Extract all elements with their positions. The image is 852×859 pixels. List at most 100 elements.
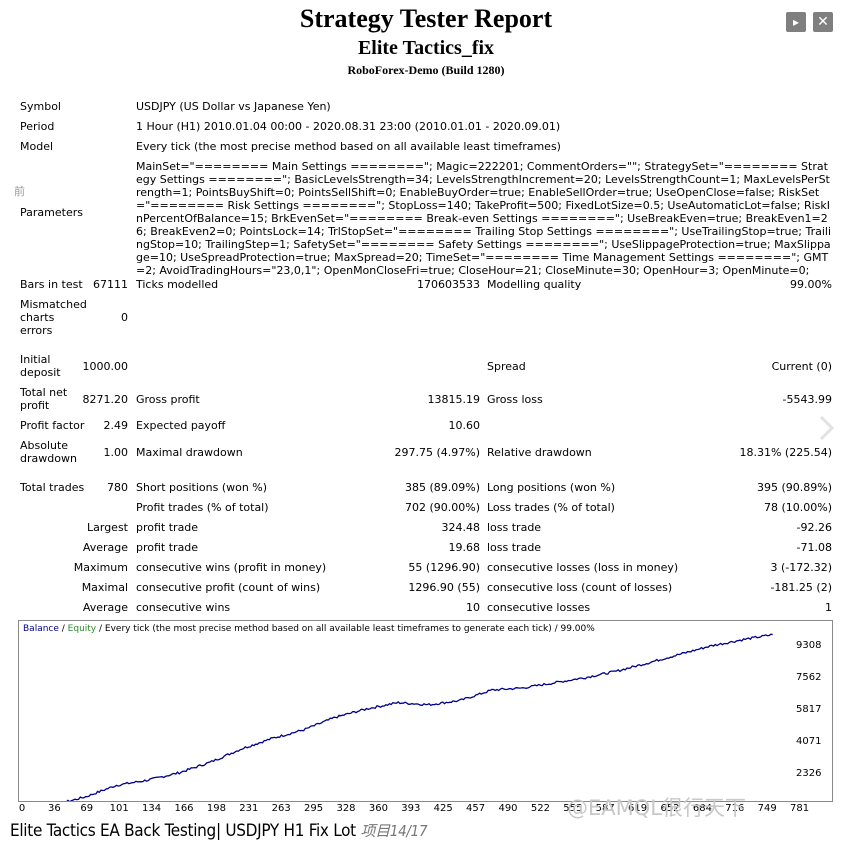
abs-dd-label-2: drawdown: [20, 452, 77, 465]
x-tick-label: 652: [660, 803, 680, 814]
x-tick-label: 69: [80, 803, 94, 814]
x-tick-label: 295: [304, 803, 324, 814]
pf-value: 2.49: [103, 419, 129, 432]
parameters-value: MainSet="======== Main Settings ========…: [136, 160, 831, 277]
largest-profit-value: 324.48: [441, 521, 481, 534]
cw-money-value: 55 (1296.90): [408, 561, 480, 574]
largest-loss-value: -92.26: [796, 521, 832, 534]
x-tick-label: 684: [692, 803, 712, 814]
x-tick-label: 360: [368, 803, 388, 814]
model-value: Every tick (the most precise method base…: [136, 140, 561, 153]
long-value: 395 (90.89%): [756, 481, 832, 494]
quality-label: Modelling quality: [487, 278, 582, 291]
mismatch-value: 0: [121, 311, 128, 324]
play-button[interactable]: ▸: [786, 12, 806, 32]
legend-sep: /: [58, 624, 68, 634]
profit-trades-label: Profit trades (% of total): [136, 501, 269, 514]
report-title: Strategy Tester Report: [299, 4, 553, 33]
x-tick-label: 716: [725, 803, 745, 814]
model-label: Model: [20, 140, 54, 153]
cl-count-value: -181.25 (2): [770, 581, 832, 594]
mismatch-label-2: charts: [20, 311, 55, 324]
x-tick-label: 328: [336, 803, 356, 814]
largest-label: Largest: [87, 521, 128, 534]
ticks-value: 170603533: [417, 278, 480, 291]
rel-dd-label: Relative drawdown: [487, 446, 592, 459]
symbol-label: Symbol: [20, 100, 61, 113]
net-label-1: Total net: [20, 386, 68, 399]
profit-trades-value: 702 (90.00%): [404, 501, 480, 514]
y-tick-label: 4071: [796, 736, 822, 747]
cp-count-label: consecutive profit (count of wins): [136, 581, 321, 594]
x-tick-label: 263: [271, 803, 291, 814]
mismatch-label-3: errors: [20, 324, 53, 337]
average-label: Average: [82, 541, 128, 554]
quality-value: 99.00%: [790, 278, 832, 291]
ticks-label: Ticks modelled: [136, 278, 219, 291]
x-tick-label: 166: [174, 803, 194, 814]
x-tick-label: 781: [790, 803, 810, 814]
acl-value: 1: [825, 601, 832, 614]
average-profit-value: 19.68: [448, 541, 481, 554]
next-arrow-icon[interactable]: [818, 414, 836, 442]
ea-name: Elite Tactics_fix: [357, 37, 495, 59]
legend-rest: / Every tick (the most precise method ba…: [96, 624, 595, 634]
cp-count-value: 1296.90 (55): [408, 581, 480, 594]
spread-label: Spread: [487, 360, 526, 373]
gross-profit-label: Gross profit: [136, 393, 200, 406]
average-loss-label: loss trade: [487, 541, 542, 554]
y-tick-label: 5817: [796, 704, 822, 715]
gross-loss-value: -5543.99: [782, 393, 832, 406]
maximal-label: Maximal: [81, 581, 128, 594]
cl-count-label: consecutive loss (count of losses): [487, 581, 673, 594]
close-button[interactable]: ✕: [813, 12, 833, 32]
gross-loss-label: Gross loss: [487, 393, 543, 406]
total-trades-label: Total trades: [20, 481, 85, 494]
cl-money-value: 3 (-172.32): [770, 561, 832, 574]
largest-loss-label: loss trade: [487, 521, 542, 534]
short-label: Short positions (won %): [136, 481, 268, 494]
acl-label: consecutive losses: [487, 601, 591, 614]
x-tick-label: 555: [563, 803, 583, 814]
average-profit-label: profit trade: [136, 541, 199, 554]
balance-plot: [66, 633, 773, 801]
x-tick-label: 749: [757, 803, 777, 814]
footer-main: Elite Tactics EA Back Testing| USDJPY H1…: [10, 821, 356, 841]
x-tick-label: 101: [109, 803, 129, 814]
symbol-value: USDJPY (US Dollar vs Japanese Yen): [136, 100, 331, 113]
balance-chart: [18, 620, 833, 802]
x-tick-label: 522: [530, 803, 550, 814]
legend-equity: Equity: [67, 624, 97, 634]
x-tick-label: 393: [401, 803, 421, 814]
deposit-value: 1000.00: [82, 360, 129, 373]
largest-profit-label: profit trade: [136, 521, 199, 534]
footer-caption: Elite Tactics EA Back Testing| USDJPY H1…: [10, 820, 428, 841]
x-tick-label: 36: [48, 803, 61, 814]
gross-profit-value: 13815.19: [427, 393, 481, 406]
acw-value: 10: [466, 601, 480, 614]
ep-value: 10.60: [448, 419, 481, 432]
deposit-label-2: deposit: [20, 366, 61, 379]
chart-caption: Balance / Equity / Every tick (the most …: [23, 624, 595, 634]
net-label-2: profit: [20, 399, 50, 412]
loss-trades-label: Loss trades (% of total): [487, 501, 615, 514]
legend-balance: Balance: [23, 624, 59, 634]
average-consecutive-label: Average: [82, 601, 128, 614]
x-tick-label: 198: [206, 803, 226, 814]
bars-label: Bars in test: [20, 278, 83, 291]
x-tick-label: 0: [18, 803, 26, 814]
rel-dd-value: 18.31% (225.54): [739, 446, 832, 459]
short-value: 385 (89.09%): [404, 481, 480, 494]
x-tick-label: 134: [142, 803, 162, 814]
watermark: @EAMQL很行天下: [567, 796, 746, 820]
x-tick-label: 619: [628, 803, 648, 814]
total-trades-value: 780: [107, 481, 128, 494]
max-dd-label: Maximal drawdown: [136, 446, 243, 459]
prev-page-mark[interactable]: 前: [14, 185, 25, 198]
acw-label: consecutive wins: [136, 601, 231, 614]
cl-money-label: consecutive losses (loss in money): [487, 561, 679, 574]
footer-sub: 项目14/17: [360, 822, 428, 840]
y-tick-label: 7562: [796, 672, 822, 683]
mismatch-label-1: Mismatched: [20, 298, 87, 311]
net-value: 8271.20: [82, 393, 129, 406]
